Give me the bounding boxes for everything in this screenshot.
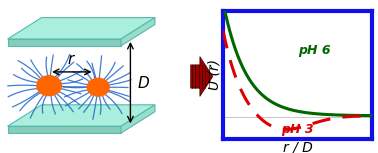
Polygon shape xyxy=(8,39,121,46)
Text: $r$: $r$ xyxy=(67,52,76,67)
Polygon shape xyxy=(121,18,155,46)
Circle shape xyxy=(87,78,109,96)
Text: $D$: $D$ xyxy=(137,75,150,91)
Y-axis label: U (r): U (r) xyxy=(208,60,222,90)
Polygon shape xyxy=(121,105,155,133)
Circle shape xyxy=(37,76,61,96)
X-axis label: r / D: r / D xyxy=(283,141,313,153)
FancyArrow shape xyxy=(191,57,213,96)
Polygon shape xyxy=(8,126,121,133)
Text: pH 6: pH 6 xyxy=(298,44,330,57)
Polygon shape xyxy=(8,105,155,126)
Polygon shape xyxy=(8,18,155,39)
Text: pH 3: pH 3 xyxy=(282,123,314,136)
